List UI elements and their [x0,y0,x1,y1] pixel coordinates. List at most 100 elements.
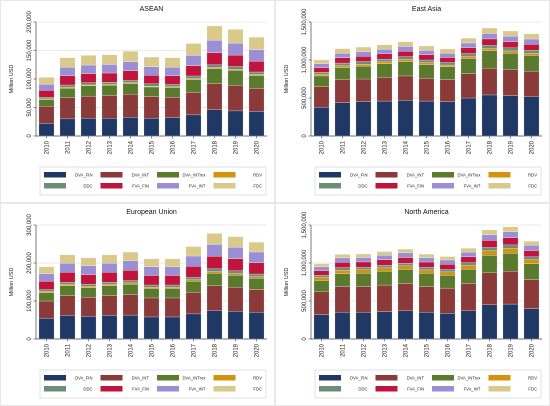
legend-label-fdc: FDC [528,387,537,392]
bar-segment-fdc-2013 [101,54,118,65]
bar-segment-dva-intrex-2017 [185,79,202,93]
x-tick-label: 2010 [320,343,326,357]
bar-segment-rdv-2019 [502,50,519,54]
legend-swatch-dva-fin [44,172,66,178]
bar-segment-dva-int-2010 [313,291,330,315]
y-axis-label: Million USD [284,268,290,297]
bar-segment-fdc-2014 [397,248,414,253]
x-tick-label: 2020 [530,140,536,154]
legend-swatch-fdc [488,386,511,392]
chart-european-union: European Union 0 100,000 200,000 300,000 Mill… [0,203,275,406]
bar-segment-dva-int-2016 [439,79,456,102]
legend-label-ddc: DDC [83,387,92,392]
bar-segment-fva-int-2019 [502,231,519,238]
bar-segment-rdv-2018 [481,250,498,256]
bar-segment-dva-int-2013 [376,284,393,312]
chart-title: European Union [126,209,177,216]
bar-segment-dva-fin-2014 [397,100,414,137]
bar-segment-dva-intrex-2012 [355,273,372,287]
bar-segment-fdc-2010 [38,77,55,85]
bar-segment-dva-fin-2019 [502,303,519,340]
bar-segment-fva-fin-2010 [38,90,55,98]
bar-segment-fva-int-2016 [164,266,181,276]
legend-swatch-fdc [213,386,236,392]
bar-segment-fva-int-2015 [418,50,435,55]
bar-segment-fva-int-2017 [460,251,477,257]
bar-segment-dva-intrex-2016 [164,288,181,299]
bar-segment-dva-int-2013 [376,77,393,102]
bar-segment-dva-fin-2020 [248,111,265,137]
y-tick-label: 0 [302,134,308,138]
bar-segment-ddc-2010 [313,275,330,278]
bar-segment-ddc-2015 [143,83,160,87]
bar-segment-fva-int-2013 [101,64,118,74]
bar-segment-rdv-2018 [206,271,223,274]
x-tick-label: 2013 [108,140,114,154]
bar-segment-ddc-2015 [418,267,435,271]
x-tick-label: 2016 [446,140,452,154]
x-tick-label: 2017 [192,343,198,357]
bar-segment-fva-int-2011 [59,67,76,76]
bar-segment-fva-fin-2012 [80,274,97,285]
x-tick-label: 2011 [66,140,72,154]
bar-segment-fva-fin-2016 [439,264,456,270]
bar-segment-fdc-2016 [164,258,181,267]
bar-segment-rdv-2019 [502,248,519,254]
bar-segment-fva-fin-2012 [80,73,97,83]
bar-segment-rdv-2016 [164,287,181,289]
bar-segment-fva-int-2020 [248,49,265,62]
bar-segment-dva-int-2019 [227,85,244,112]
bar-segment-dva-intrex-2019 [227,275,244,288]
legend-swatch-dva-fin [44,375,66,381]
legend-label-dva-int: DVA_INT [132,376,150,381]
x-tick-label: 2019 [509,140,515,154]
legend-swatch-dva-intrex [157,172,179,178]
bar-segment-fva-int-2016 [439,259,456,265]
x-tick-label: 2010 [320,140,326,154]
bar-segment-fva-fin-2018 [206,52,223,65]
bar-segment-dva-int-2014 [397,75,414,101]
bar-segment-ddc-2013 [101,82,118,85]
legend-label-dva-intrex: DVA_INTrex [457,376,481,381]
bar-segment-fva-fin-2013 [101,72,118,83]
bar-segment-fdc-2012 [80,55,97,66]
bar-segment-ddc-2017 [185,277,202,280]
bar-segment-fva-fin-2015 [418,261,435,268]
bar-segment-dva-intrex-2011 [59,285,76,296]
legend-label-ddc: DDC [358,184,367,189]
bar-segment-ddc-2012 [355,61,372,65]
chart-title: East Asia [412,6,441,13]
x-tick-label: 2018 [213,140,219,154]
legend-swatch-dva-intrex [432,172,454,178]
bar-segment-dva-intrex-2012 [355,65,372,80]
bar-segment-fdc-2014 [122,51,139,62]
bar-segment-fdc-2015 [418,253,435,258]
legend-label-fva-fin: FVA_FIN [132,184,149,189]
y-tick-label: 100,000 [27,68,33,90]
chart-title: ASEAN [140,6,164,13]
bar-segment-fdc-2018 [206,233,223,245]
bar-segment-fva-fin-2014 [397,257,414,264]
bar-segment-ddc-2015 [418,59,435,63]
bar-segment-ddc-2020 [248,273,265,277]
legend-swatch-ddc [44,386,66,392]
bar-segment-rdv-2019 [227,273,244,276]
bar-segment-dva-fin-2013 [101,118,118,137]
y-tick-label: 0 [27,134,33,138]
legend-swatch-ddc [44,183,66,189]
bar-segment-fva-int-2020 [523,245,540,251]
bar-segment-dva-intrex-2018 [481,50,498,69]
bar-segment-dva-fin-2017 [460,310,477,340]
x-tick-label: 2019 [234,343,240,357]
bar-segment-rdv-2017 [460,265,477,270]
bar-segment-ddc-2018 [206,268,223,272]
bar-segment-fva-fin-2019 [502,237,519,246]
bar-segment-ddc-2013 [376,265,393,268]
bar-segment-dva-int-2012 [355,286,372,313]
bar-segment-dva-intrex-2018 [206,68,223,84]
bar-segment-fdc-2012 [80,257,97,266]
bar-segment-fva-fin-2011 [59,272,76,283]
legend-swatch-rdv [213,172,236,178]
bar-segment-dva-intrex-2010 [38,292,55,302]
bar-segment-fva-int-2012 [80,265,97,275]
